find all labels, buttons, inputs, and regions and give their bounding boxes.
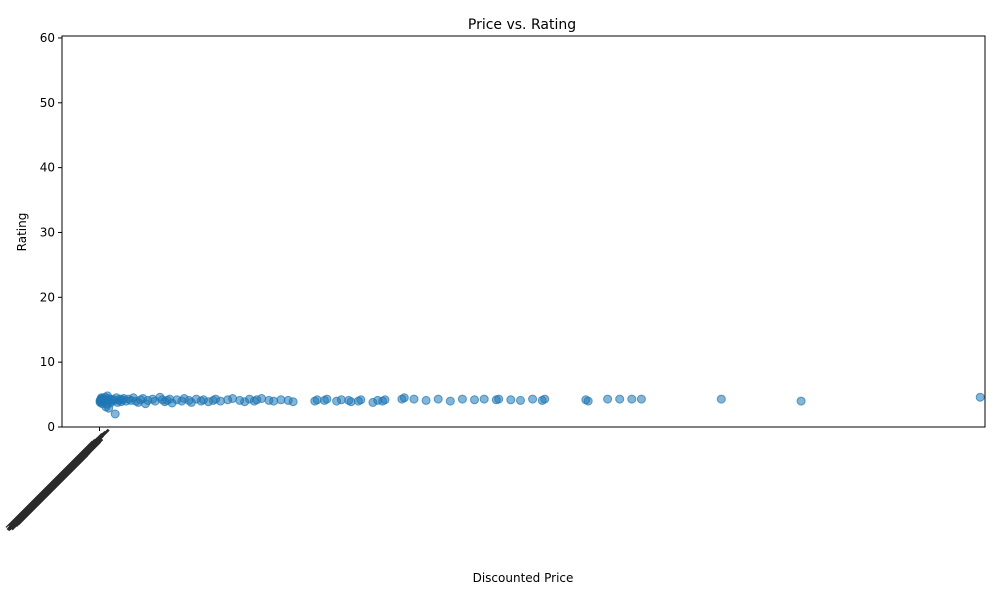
data-point [257,394,267,403]
x-axis-ticks [5,427,110,532]
x-tick-label-cluster [5,428,110,532]
plot-frame [61,35,986,428]
x-tick-label [17,453,89,526]
data-point [528,394,538,404]
data-point [445,396,455,406]
y-tick-label: 10 [40,355,55,369]
y-axis-ticks: 0 10 20 30 40 50 60 [40,31,62,434]
x-axis-label: Discounted Price [473,571,574,585]
data-point [603,394,613,404]
x-tick-label [13,450,90,526]
data-point [269,396,279,406]
y-tick-label: 0 [47,420,55,434]
data-point [409,394,419,404]
data-point [312,395,322,405]
y-tick-label: 40 [40,161,55,175]
data-point [516,395,525,405]
y-tick-label: 60 [40,31,55,45]
data-point [288,397,298,407]
data-point [380,395,390,405]
data-point [636,394,646,404]
data-point [796,396,806,406]
data-point [583,396,593,406]
data-point [627,394,637,404]
x-tick-label [10,441,95,526]
points-layer [95,391,985,419]
data-point [457,394,467,404]
chart-title: Price vs. Rating [468,17,576,33]
data-point [336,395,346,405]
data-point [470,395,479,405]
y-tick-label: 30 [40,225,55,239]
data-point [494,394,504,404]
data-point [506,395,516,405]
data-point [540,394,550,404]
data-point [216,396,225,406]
data-point [346,397,356,407]
y-axis-label: Rating [15,213,29,252]
data-point [110,409,120,419]
data-point [716,394,726,404]
y-tick-label: 20 [40,290,55,304]
data-point [433,394,443,404]
data-point [479,394,489,404]
y-tick-label: 50 [40,96,55,110]
data-point [356,395,366,405]
data-point [399,393,409,403]
data-point [421,395,431,405]
data-point [975,392,985,402]
data-point [322,394,332,404]
data-point [615,394,625,404]
x-tick-label [10,447,90,527]
